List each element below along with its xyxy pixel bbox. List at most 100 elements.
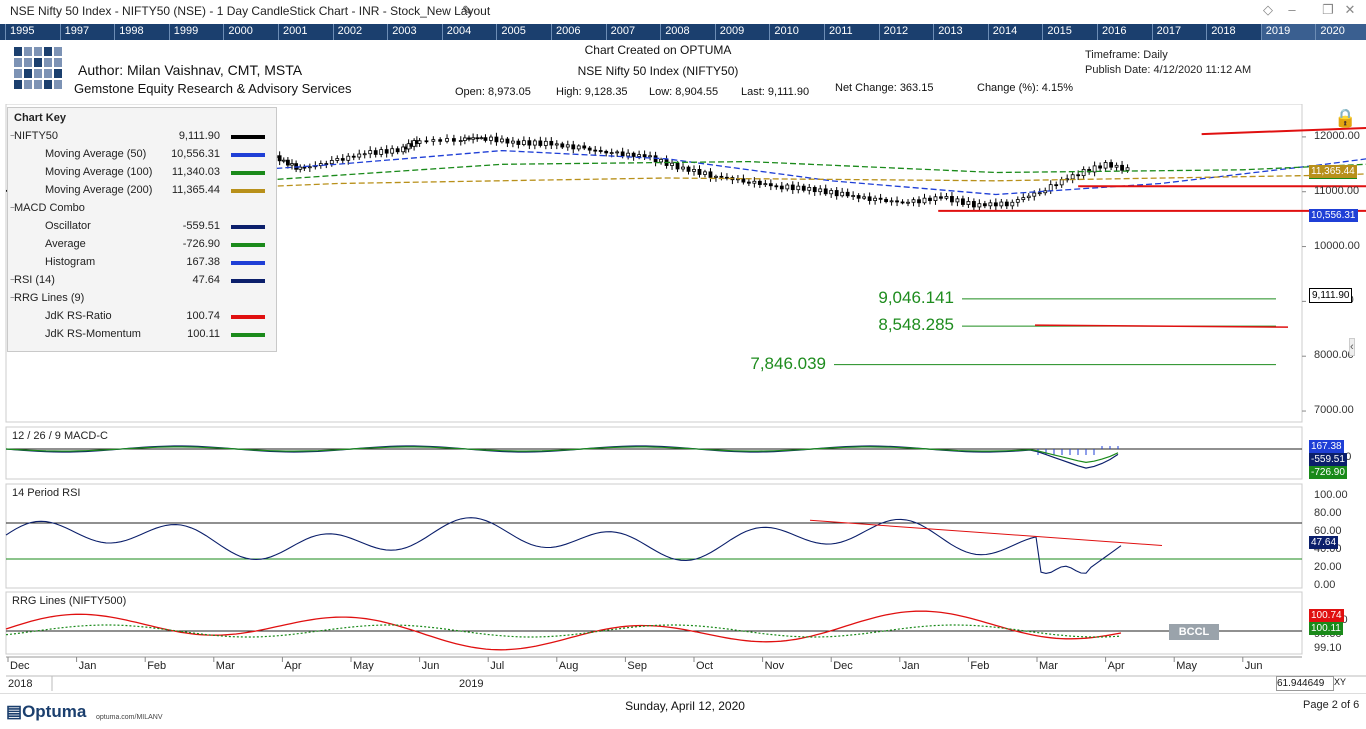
pencil-icon[interactable]: ✎ [462, 3, 473, 18]
rsi-tick-label: 100.00 [1314, 489, 1348, 501]
candle-body [549, 140, 554, 146]
year-2005[interactable]: 2005 [501, 25, 526, 37]
key-swatch-2 [231, 171, 265, 175]
candle-body [971, 201, 976, 208]
year-2004[interactable]: 2004 [446, 25, 472, 37]
author: Author: Milan Vaishnav, CMT, MSTA [78, 62, 303, 78]
collapse-panel-icon[interactable]: ‹ [1349, 338, 1355, 356]
year-1999[interactable]: 1999 [173, 25, 199, 37]
candle-body [631, 152, 636, 157]
year-1998[interactable]: 1998 [119, 25, 144, 37]
year-2008[interactable]: 2008 [665, 25, 690, 37]
candle-body [807, 187, 812, 191]
year-2011[interactable]: 2011 [829, 25, 853, 37]
candle-body [977, 203, 982, 208]
candle-body [812, 187, 817, 193]
candle-body [834, 190, 839, 197]
candle-body [281, 159, 286, 162]
restore-icon[interactable]: ❐ [1322, 2, 1334, 17]
minimize-icon[interactable]: – [1288, 2, 1296, 17]
year-2002[interactable]: 2002 [337, 25, 363, 37]
timeline-selection[interactable] [1260, 24, 1366, 40]
key-value-2: 11,340.03 [171, 166, 220, 178]
year-separator [933, 24, 935, 40]
rsi-line [5, 517, 1122, 574]
key-swatch-0 [231, 135, 265, 139]
candle-body [576, 145, 581, 150]
year-2015[interactable]: 2015 [1047, 25, 1072, 37]
year-2000[interactable]: 2000 [228, 25, 253, 37]
logo-cell [34, 80, 42, 89]
candle-body [424, 140, 429, 143]
collapse-icon[interactable]: − [10, 293, 15, 302]
key-label-4: MACD Combo [14, 202, 85, 214]
candle-body [395, 148, 400, 153]
key-label-7: Histogram [45, 256, 96, 268]
key-label-1: Moving Average (50) [45, 148, 147, 160]
year-timeline[interactable]: 1995 1997 1998 1999 2000 2001 2002 2003 2004 2005… [0, 24, 1366, 40]
candle-body [471, 137, 476, 140]
key-swatch-7 [231, 261, 265, 265]
candle-body [917, 199, 921, 204]
candle-body [362, 153, 367, 156]
year-2017[interactable]: 2017 [1156, 25, 1182, 37]
year-2016[interactable]: 2016 [1102, 25, 1127, 37]
candle-body [829, 190, 834, 195]
chart-created: Chart Created on OPTUMA [584, 43, 732, 57]
lock-icon[interactable]: 🔒 [1334, 108, 1357, 128]
month-label-0: Dec [10, 660, 30, 672]
collapse-icon[interactable]: − [10, 275, 15, 284]
logo-cell [24, 47, 32, 56]
candle-body [626, 152, 631, 157]
footer-date: Sunday, April 12, 2020 [625, 699, 745, 713]
year-2007[interactable]: 2007 [610, 25, 636, 37]
diamond-icon[interactable]: ◇ [1263, 2, 1273, 17]
candle-body [290, 163, 294, 166]
collapse-icon[interactable]: − [10, 131, 15, 140]
year-2014[interactable]: 2014 [992, 25, 1018, 37]
ma-tag: 11,365.44 [1309, 164, 1357, 178]
rsi-title: 14 Period RSI [12, 487, 81, 499]
month-label-4: Apr [284, 660, 302, 672]
year-2006[interactable]: 2006 [556, 25, 581, 37]
candle-body [543, 140, 548, 146]
year-axis-label-1: 2019 [459, 678, 484, 690]
month-label-18: Jun [1244, 660, 1263, 672]
coordinate-readout[interactable]: 61.944649 [1276, 676, 1334, 691]
candle-body [659, 158, 663, 163]
candle-body [768, 183, 773, 187]
year-2012[interactable]: 2012 [883, 25, 909, 37]
year-2020[interactable]: 2020 [1320, 25, 1345, 37]
candle-body [697, 168, 702, 175]
year-2013[interactable]: 2013 [938, 25, 963, 37]
year-2010[interactable]: 2010 [774, 25, 799, 37]
year-2009[interactable]: 2009 [719, 25, 745, 37]
year-2018[interactable]: 2018 [1211, 25, 1236, 37]
close-icon[interactable]: ✕ [1344, 2, 1356, 17]
year-separator [332, 24, 334, 40]
year-separator [5, 24, 6, 40]
candle-body [642, 154, 647, 158]
month-label-11: Nov [764, 660, 785, 672]
candle-body [505, 138, 510, 144]
candle-body [479, 137, 484, 140]
year-1997[interactable]: 1997 [64, 25, 90, 37]
candle-body [329, 160, 334, 165]
rsi-panel-frame [5, 483, 1303, 589]
candle-body [1092, 165, 1097, 173]
year-2003[interactable]: 2003 [392, 25, 417, 37]
year-2019[interactable]: 2019 [1265, 25, 1291, 37]
year-2001[interactable]: 2001 [283, 25, 308, 37]
collapse-icon[interactable]: − [10, 203, 15, 212]
rsi-tick-label: 60.00 [1314, 525, 1342, 537]
xy-toggle[interactable]: XY [1334, 677, 1347, 687]
key-label-9: RRG Lines (9) [14, 292, 85, 304]
candle-body [458, 140, 463, 142]
year-1995[interactable]: 1995 [10, 25, 35, 37]
candle-body [532, 140, 537, 146]
candle-body [1114, 164, 1119, 168]
candle-body [285, 159, 290, 166]
rrg-ratio-line [5, 610, 1122, 651]
candle-body [615, 151, 620, 154]
year-separator [114, 24, 116, 40]
